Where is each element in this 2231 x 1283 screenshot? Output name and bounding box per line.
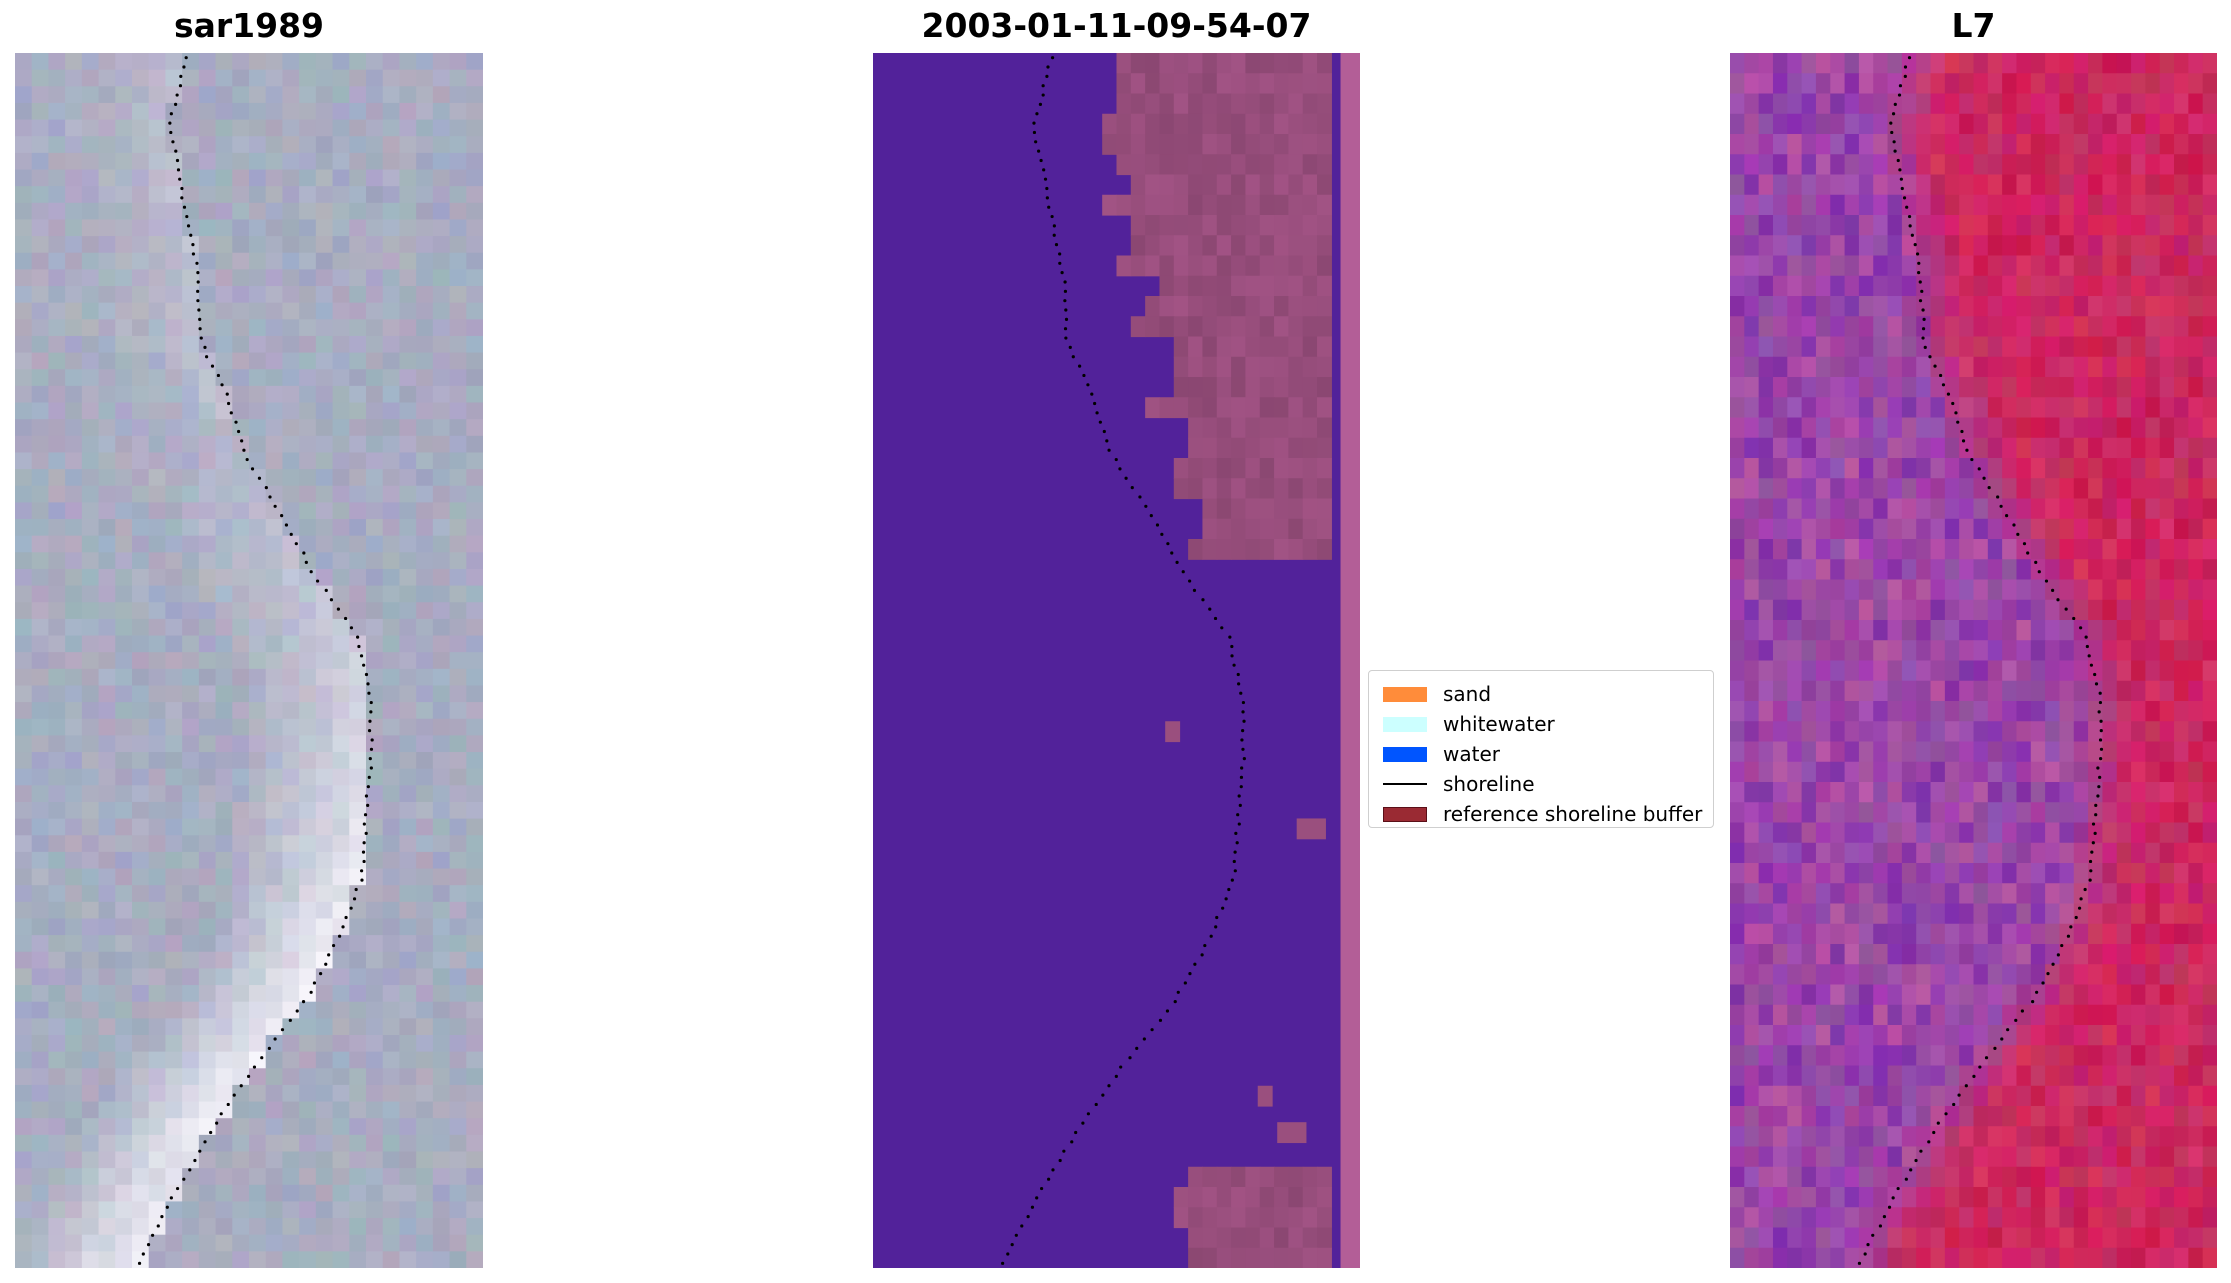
shoreline-dots	[1857, 56, 2104, 1265]
sand-swatch	[1383, 686, 1427, 702]
whitewater-swatch	[1383, 716, 1427, 732]
legend-label: whitewater	[1443, 712, 1555, 736]
legend-label: shoreline	[1443, 772, 1535, 796]
shoreline-swatch	[1383, 783, 1427, 785]
l7-image-panel	[1730, 53, 2217, 1268]
legend-item-reference-buffer: reference shoreline buffer	[1377, 799, 1705, 829]
sar1989-image-panel	[15, 53, 483, 1268]
legend: sand whitewater water shoreline referenc…	[1368, 670, 1714, 828]
legend-item-water: water	[1377, 739, 1705, 769]
reference-buffer-swatch	[1383, 806, 1427, 822]
classification-image	[873, 53, 1360, 1268]
legend-item-whitewater: whitewater	[1377, 709, 1705, 739]
legend-item-sand: sand	[1377, 679, 1705, 709]
legend-label: water	[1443, 742, 1500, 766]
legend-label: sand	[1443, 682, 1492, 706]
panel-title-sar1989: sar1989	[173, 6, 325, 45]
legend-item-shoreline: shoreline	[1377, 769, 1705, 799]
panel-title-date: 2003-01-11-09-54-07	[921, 6, 1312, 45]
l7-image	[1730, 53, 2217, 1268]
shoreline-dots	[1001, 56, 1246, 1265]
sar1989-image	[15, 53, 483, 1268]
legend-label: reference shoreline buffer	[1443, 802, 1703, 826]
water-swatch	[1383, 746, 1427, 762]
panel-title-l7: L7	[1951, 6, 1996, 45]
classification-panel	[873, 53, 1360, 1268]
shoreline-dots	[137, 56, 374, 1265]
